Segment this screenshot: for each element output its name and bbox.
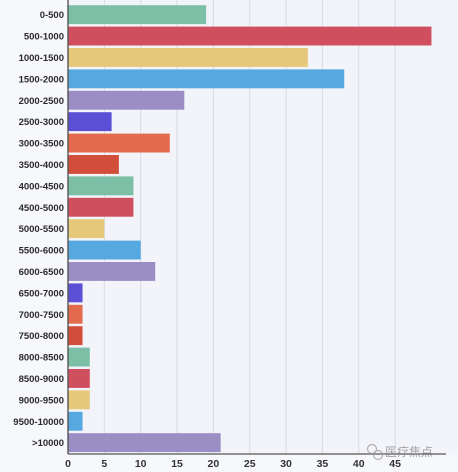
watermark: 医疗焦点: [366, 443, 433, 461]
category-label: 500-1000: [24, 32, 64, 43]
bar: [68, 197, 134, 217]
x-tick-label: 20: [208, 458, 220, 470]
bar: [68, 48, 308, 67]
category-label: 3000-3500: [19, 139, 64, 150]
category-label: 5000-5500: [19, 224, 64, 235]
category-label: 1000-1500: [19, 53, 64, 64]
bar: [68, 26, 432, 46]
bar: [68, 304, 83, 324]
x-tick-label: 15: [171, 458, 183, 470]
x-tick-label: 30: [280, 458, 292, 470]
x-tick-label: 0: [65, 458, 71, 470]
bar: [68, 90, 185, 110]
bar: [68, 219, 105, 239]
bar: [68, 326, 83, 346]
x-tick-labels: 0 5 10 15 20 25 30 35 40 45: [65, 458, 401, 470]
bar: [68, 369, 90, 388]
x-tick-label: 35: [317, 458, 329, 470]
x-tick-label: 10: [135, 458, 147, 470]
category-label: 4500-5000: [19, 203, 64, 214]
category-label: >10000: [32, 438, 64, 449]
category-label: 4000-4500: [19, 181, 64, 192]
category-label: 2500-3000: [19, 117, 64, 128]
x-tick-label: 5: [101, 458, 107, 470]
category-label: 5500-6000: [19, 246, 64, 257]
category-label: 0-500: [40, 10, 64, 21]
category-label: 2000-2500: [19, 96, 64, 107]
category-label: 9500-10000: [13, 417, 64, 428]
bar: [68, 347, 90, 367]
category-label: 8000-8500: [19, 353, 64, 364]
bar: [68, 112, 112, 132]
bar: [68, 5, 207, 25]
bar: [68, 155, 119, 174]
category-label: 7500-8000: [19, 331, 64, 342]
x-tick-label: 25: [244, 458, 256, 470]
watermark-text: 医疗焦点: [385, 445, 433, 459]
category-label: 3500-4000: [19, 160, 64, 171]
bar: [68, 433, 221, 453]
bar: [68, 262, 156, 281]
bar: [68, 390, 90, 410]
plot-background: [68, 0, 458, 453]
category-label: 1500-2000: [19, 74, 64, 85]
bars: [68, 5, 432, 453]
bar: [68, 69, 345, 89]
bar: [68, 240, 141, 260]
x-tick-label: 40: [353, 458, 365, 470]
bar: [68, 283, 83, 303]
category-label: 6500-7000: [19, 288, 64, 299]
category-labels: 0-500 500-1000 1000-1500 1500-2000 2000-2500…: [13, 10, 64, 449]
bar: [68, 176, 134, 196]
bar: [68, 411, 83, 431]
category-label: 6000-6500: [19, 267, 64, 278]
category-label: 7000-7500: [19, 310, 64, 321]
category-label: 9000-9500: [19, 395, 64, 406]
watermark-logo-icon: [366, 443, 384, 461]
bar: [68, 133, 170, 153]
category-label: 8500-9000: [19, 374, 64, 385]
x-tick-label: 45: [389, 458, 401, 470]
